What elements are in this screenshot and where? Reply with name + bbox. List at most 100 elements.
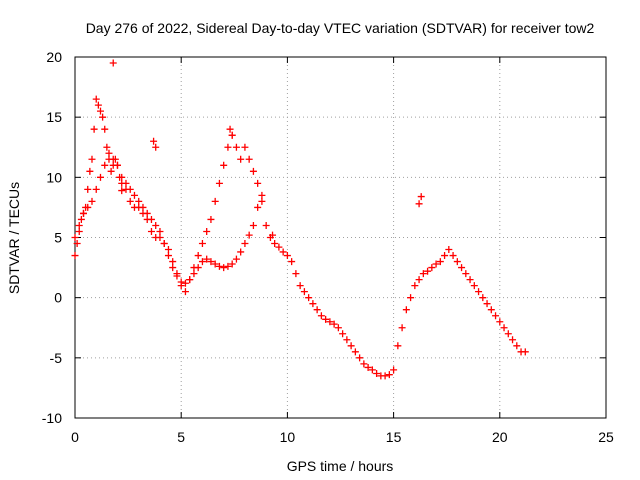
x-tick-label: 25 [598,429,614,445]
data-point [305,294,313,302]
data-point [173,270,181,278]
data-point [407,294,415,302]
data-point [77,215,85,223]
data-point [101,161,109,169]
data-point [220,161,228,169]
data-point [181,279,189,287]
y-tick-label: -5 [50,350,63,366]
data-point [313,306,321,314]
data-point [73,240,81,248]
data-point [351,348,359,356]
data-point [241,143,249,151]
data-point [271,240,279,248]
data-point [164,252,172,260]
grid [75,57,606,418]
data-point [249,221,257,229]
data-point [190,270,198,278]
data-point [368,366,376,374]
data-point [458,264,466,272]
data-point [232,143,240,151]
data-point [254,203,262,211]
data-points [71,59,529,380]
data-point [160,240,168,248]
data-point [94,101,102,109]
data-point [226,125,234,133]
data-point [207,258,215,266]
data-point [432,260,440,268]
data-point [483,300,491,308]
data-point [479,294,487,302]
data-point [415,200,423,208]
y-tick-label: 20 [46,49,62,65]
data-point [147,215,155,223]
data-point [237,248,245,256]
data-point [150,137,158,145]
x-tick-label: 20 [492,429,508,445]
data-point [156,227,164,235]
data-point [211,260,219,268]
data-point [215,262,223,270]
data-point [334,324,342,332]
data-point [152,221,160,229]
data-point [99,113,107,121]
data-point [417,193,425,201]
data-point [224,262,232,270]
data-point [470,282,478,290]
data-point [317,312,325,320]
data-point [245,231,253,239]
data-point [177,282,185,290]
data-point [203,255,211,263]
tick-labels: 0 5 10 15 20 25 -10 -5 0 5 10 15 20 [42,49,614,445]
data-point [415,276,423,284]
data-point [107,167,115,175]
data-point [169,258,177,266]
data-point [228,260,236,268]
y-tick-label: 15 [46,109,62,125]
y-tick-label: 10 [46,169,62,185]
data-point [453,258,461,266]
data-point [283,252,291,260]
data-point [118,187,126,195]
data-point [122,179,130,187]
data-point [109,59,117,67]
data-point [475,288,483,296]
data-point [466,276,474,284]
x-tick-label: 10 [280,429,296,445]
data-point [504,330,512,338]
data-point [254,179,262,187]
data-point [492,312,500,320]
data-point [215,179,223,187]
data-point [269,231,277,239]
data-point [322,315,330,323]
data-point [402,306,410,314]
data-point [232,255,240,263]
data-point [181,288,189,296]
data-point [139,203,147,211]
data-point [296,282,304,290]
data-point [207,215,215,223]
data-point [143,209,151,217]
y-tick-label: 5 [54,230,62,246]
chart-title: Day 276 of 2022, Sidereal Day-to-day VTE… [86,20,595,36]
data-point [326,318,334,326]
data-point [262,221,270,229]
data-point [71,234,79,241]
data-point [90,125,98,133]
data-point [275,243,283,251]
data-point [509,336,517,344]
data-point [164,246,172,254]
data-point [521,348,529,356]
data-point [360,360,368,368]
data-point [109,155,117,163]
y-axis-label: SDTVAR / TECUs [6,182,22,294]
data-point [194,252,202,260]
data-point [330,320,338,328]
data-point [258,191,266,199]
data-point [445,246,453,254]
data-point [88,155,96,163]
data-point [147,227,155,235]
data-point [86,167,94,175]
data-point [228,131,236,139]
